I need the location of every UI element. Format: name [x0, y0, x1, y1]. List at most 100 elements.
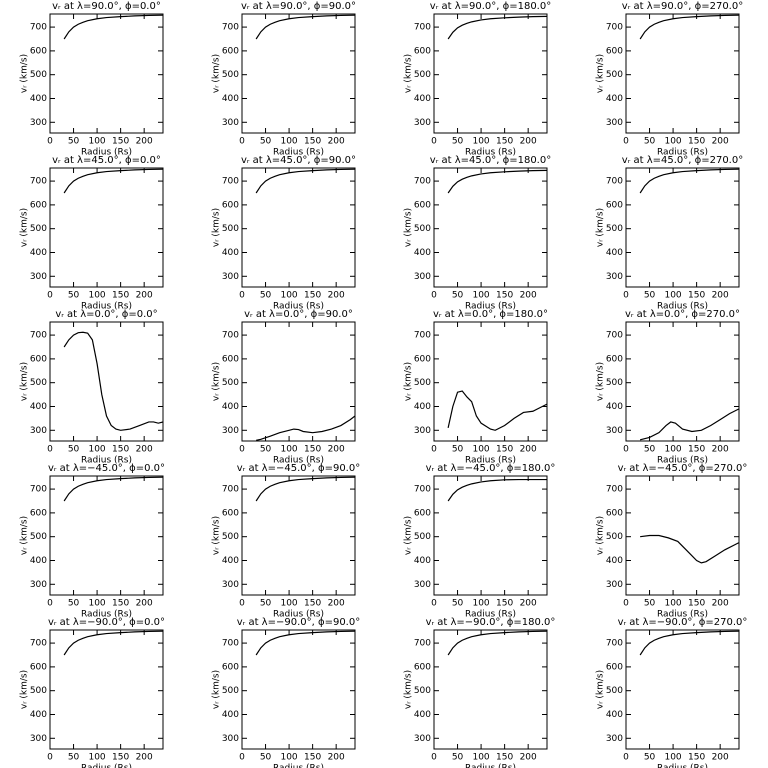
x-tick-label: 150: [688, 599, 705, 609]
y-tick-label: 300: [222, 426, 239, 436]
subplot: vᵣ at λ=0.0°, ϕ=180.0° Radius (Rs) vᵣ (km/…: [404, 309, 549, 466]
y-tick-label: 700: [414, 485, 431, 495]
y-tick-label: 400: [414, 402, 431, 412]
x-axis-label: Radius (Rs): [81, 148, 132, 158]
y-tick-label: 500: [606, 224, 623, 234]
x-axis-label: Radius (Rs): [273, 764, 324, 768]
y-tick-label: 300: [414, 580, 431, 590]
x-tick-label: 100: [280, 445, 297, 455]
y-tick-label: 400: [30, 402, 47, 412]
x-axis-label: Radius (Rs): [465, 302, 516, 312]
x-tick-label: 100: [472, 445, 489, 455]
data-line: [639, 14, 739, 40]
x-tick-label: 150: [688, 445, 705, 455]
x-tick-label: 0: [431, 445, 437, 455]
x-tick-label: 100: [472, 137, 489, 147]
y-tick-label: 600: [414, 46, 431, 56]
y-axis-label: vᵣ (km/s): [596, 516, 606, 555]
x-tick-label: 150: [304, 599, 321, 609]
x-tick-label: 200: [328, 137, 345, 147]
x-tick-label: 0: [239, 599, 245, 609]
y-axis-label: vᵣ (km/s): [596, 362, 606, 401]
subplot-title: vᵣ at λ=0.0°, ϕ=90.0°: [244, 309, 353, 320]
x-tick-label: 50: [260, 753, 272, 763]
y-tick-label: 300: [222, 272, 239, 282]
y-tick-label: 500: [30, 224, 47, 234]
y-tick-label: 300: [30, 580, 47, 590]
plot-frame: [241, 321, 356, 442]
y-tick-label: 700: [222, 177, 239, 187]
x-axis-label: Radius (Rs): [273, 610, 324, 620]
y-axis-label: vᵣ (km/s): [404, 670, 414, 709]
y-axis-label: vᵣ (km/s): [404, 362, 414, 401]
x-tick-label: 100: [280, 599, 297, 609]
data-line: [255, 14, 355, 40]
y-tick-label: 500: [414, 70, 431, 80]
y-tick-label: 400: [606, 248, 623, 258]
subplot-title: vᵣ at λ=45.0°, ϕ=180.0°: [430, 155, 551, 166]
x-tick-label: 200: [328, 753, 345, 763]
subplot: vᵣ at λ=−90.0°, ϕ=180.0° Radius (Rs) vᵣ (k…: [404, 617, 556, 768]
y-tick-label: 700: [606, 177, 623, 187]
data-line: [639, 408, 739, 441]
x-tick-label: 100: [472, 599, 489, 609]
x-tick-label: 0: [47, 137, 53, 147]
y-tick-label: 500: [222, 378, 239, 388]
x-tick-label: 50: [260, 445, 272, 455]
y-tick-label: 500: [222, 686, 239, 696]
y-axis-label: vᵣ (km/s): [404, 208, 414, 247]
y-tick-label: 300: [606, 118, 623, 128]
x-tick-label: 50: [644, 445, 656, 455]
x-tick-label: 0: [623, 137, 629, 147]
subplot-title: vᵣ at λ=0.0°, ϕ=0.0°: [55, 309, 157, 320]
plot-frame: [625, 167, 740, 288]
y-tick-label: 500: [606, 686, 623, 696]
y-tick-label: 600: [414, 508, 431, 518]
x-axis-label: Radius (Rs): [273, 302, 324, 312]
x-tick-label: 50: [644, 137, 656, 147]
x-tick-label: 200: [136, 445, 153, 455]
y-tick-label: 700: [606, 639, 623, 649]
subplot-title: vᵣ at λ=−45.0°, ϕ=0.0°: [48, 463, 165, 474]
x-tick-label: 0: [47, 445, 53, 455]
x-tick-label: 50: [68, 291, 80, 301]
y-tick-label: 300: [222, 580, 239, 590]
subplot: vᵣ at λ=0.0°, ϕ=90.0° Radius (Rs) vᵣ (km/s…: [212, 309, 356, 466]
x-tick-label: 150: [112, 137, 129, 147]
subplot: vᵣ at λ=90.0°, ϕ=180.0° Radius (Rs) vᵣ (km…: [404, 1, 552, 158]
y-tick-label: 400: [222, 248, 239, 258]
data-line: [639, 630, 739, 656]
y-axis-label: vᵣ (km/s): [20, 670, 30, 709]
y-tick-label: 700: [30, 177, 47, 187]
y-tick-label: 300: [222, 118, 239, 128]
x-tick-label: 0: [431, 753, 437, 763]
x-tick-label: 100: [472, 291, 489, 301]
x-tick-label: 0: [431, 291, 437, 301]
y-tick-label: 400: [606, 710, 623, 720]
x-axis-label: Radius (Rs): [657, 456, 708, 466]
x-tick-label: 50: [452, 137, 464, 147]
y-tick-label: 600: [606, 200, 623, 210]
x-tick-label: 100: [280, 753, 297, 763]
subplot: vᵣ at λ=45.0°, ϕ=180.0° Radius (Rs) vᵣ (km…: [404, 155, 552, 312]
y-axis-label: vᵣ (km/s): [212, 208, 222, 247]
y-tick-label: 700: [414, 639, 431, 649]
subplot-title: vᵣ at λ=90.0°, ϕ=180.0°: [430, 1, 551, 12]
x-axis-label: Radius (Rs): [657, 302, 708, 312]
x-tick-label: 200: [712, 445, 729, 455]
x-tick-label: 200: [136, 291, 153, 301]
x-tick-label: 150: [496, 445, 513, 455]
x-tick-label: 50: [68, 599, 80, 609]
x-tick-label: 100: [88, 753, 105, 763]
data-line: [447, 15, 547, 40]
y-tick-label: 700: [222, 331, 239, 341]
x-tick-label: 150: [496, 753, 513, 763]
x-axis-label: Radius (Rs): [81, 302, 132, 312]
subplot-title: vᵣ at λ=90.0°, ϕ=270.0°: [622, 1, 743, 12]
y-tick-label: 500: [414, 686, 431, 696]
y-tick-label: 300: [606, 426, 623, 436]
x-tick-label: 200: [712, 291, 729, 301]
y-axis-label: vᵣ (km/s): [20, 362, 30, 401]
y-tick-label: 400: [414, 248, 431, 258]
x-tick-label: 0: [239, 445, 245, 455]
